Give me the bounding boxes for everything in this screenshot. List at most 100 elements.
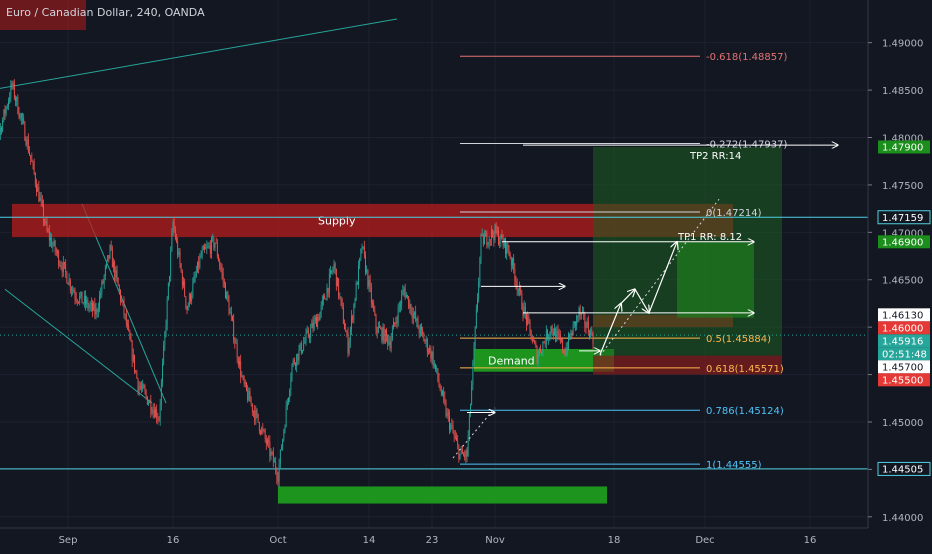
candle-body (260, 430, 261, 434)
candle-body (164, 333, 166, 346)
candle-body (576, 316, 578, 326)
candle-body (296, 354, 298, 367)
candle-body (16, 97, 18, 101)
candle-body (95, 309, 97, 315)
candle-body (540, 349, 541, 353)
candle-body (358, 265, 359, 285)
axis-corner (868, 528, 932, 550)
fib-label: 0.786(1.45124) (706, 406, 784, 417)
candle-body (332, 269, 334, 272)
candle-body (507, 243, 509, 251)
candle-body (435, 363, 436, 369)
candle-body (141, 387, 142, 389)
fib-label: 0(1.47214) (706, 208, 762, 219)
candle-body (3, 109, 5, 120)
candle-body (12, 83, 14, 86)
candle-body (48, 231, 50, 241)
candle-body (501, 234, 503, 240)
trendline (0, 18, 398, 89)
candle-body (87, 299, 89, 308)
candle-body (412, 313, 414, 319)
candle-body (214, 242, 216, 248)
candle-body (486, 233, 488, 245)
candle-body (397, 306, 399, 323)
candle-body (496, 230, 498, 233)
candle-body (234, 340, 236, 344)
candle-body (113, 261, 114, 268)
candle-body (88, 306, 90, 308)
candle-body (111, 249, 113, 268)
candle-body (453, 432, 455, 437)
price-label-text: 1.46000 (882, 323, 923, 334)
candle-body (293, 359, 295, 364)
fib-label: 0.5(1.45884) (706, 334, 771, 345)
candle-body (565, 347, 567, 356)
candle-body (409, 304, 411, 308)
candle-body (240, 360, 242, 377)
candle-body (123, 301, 125, 315)
candle-body (590, 329, 592, 339)
time-tick-label: 16 (804, 535, 817, 546)
candle-body (499, 242, 501, 245)
candle-body (408, 296, 410, 308)
price-label-box (878, 373, 930, 387)
time-tick-label: 14 (363, 535, 376, 546)
candle-body (552, 332, 554, 336)
price-label-box (878, 235, 930, 249)
candle-body (61, 267, 63, 273)
candle-body (586, 321, 588, 328)
candle-body (374, 310, 376, 315)
position-tp1-area (677, 241, 754, 318)
candle-body (337, 278, 338, 287)
candle-body (148, 402, 149, 405)
candle-body (241, 375, 243, 377)
candle-body (33, 163, 35, 174)
candle-body (445, 402, 447, 417)
candle-body (407, 295, 408, 297)
price-tick-label: 1.47000 (882, 228, 923, 239)
candle-body (288, 397, 289, 403)
candle-body (135, 370, 137, 372)
candle-body (521, 292, 523, 310)
candle-body (429, 348, 431, 353)
candle-body (393, 322, 394, 330)
candle-body (472, 362, 474, 386)
candle-body (495, 224, 497, 233)
dotted-projection (452, 407, 496, 459)
candle-body (158, 419, 160, 421)
candle-body (78, 301, 79, 303)
candle-body (50, 238, 51, 241)
candle-body (561, 339, 562, 341)
candle-body (96, 309, 98, 313)
candle-body (39, 197, 41, 202)
fib-label: 1(1.44555) (706, 460, 762, 471)
candle-body (466, 450, 468, 456)
candle-body (473, 346, 475, 363)
price-tick-label: 1.47500 (882, 181, 923, 192)
candle-body (226, 291, 228, 299)
candle-body (143, 384, 145, 389)
candle-body (152, 409, 154, 414)
candle-body (531, 340, 533, 342)
candle-body (481, 234, 483, 235)
candle-body (31, 158, 33, 162)
candle-body (172, 221, 174, 234)
candle-body (463, 453, 464, 455)
price-label-box (878, 334, 930, 348)
candle-body (524, 306, 526, 314)
candle-body (10, 84, 12, 99)
candle-body (376, 329, 378, 333)
candle-body (467, 435, 469, 456)
candle-body (446, 412, 448, 417)
candle-body (128, 325, 130, 331)
candle-body (414, 312, 415, 314)
candle-body (523, 306, 525, 316)
candle-body (330, 270, 331, 275)
candle-body (230, 312, 232, 316)
candle-body (367, 269, 369, 287)
candle-body (34, 173, 36, 184)
price-label-text: 1.45700 (882, 362, 923, 373)
time-tick-label: Dec (695, 535, 714, 546)
